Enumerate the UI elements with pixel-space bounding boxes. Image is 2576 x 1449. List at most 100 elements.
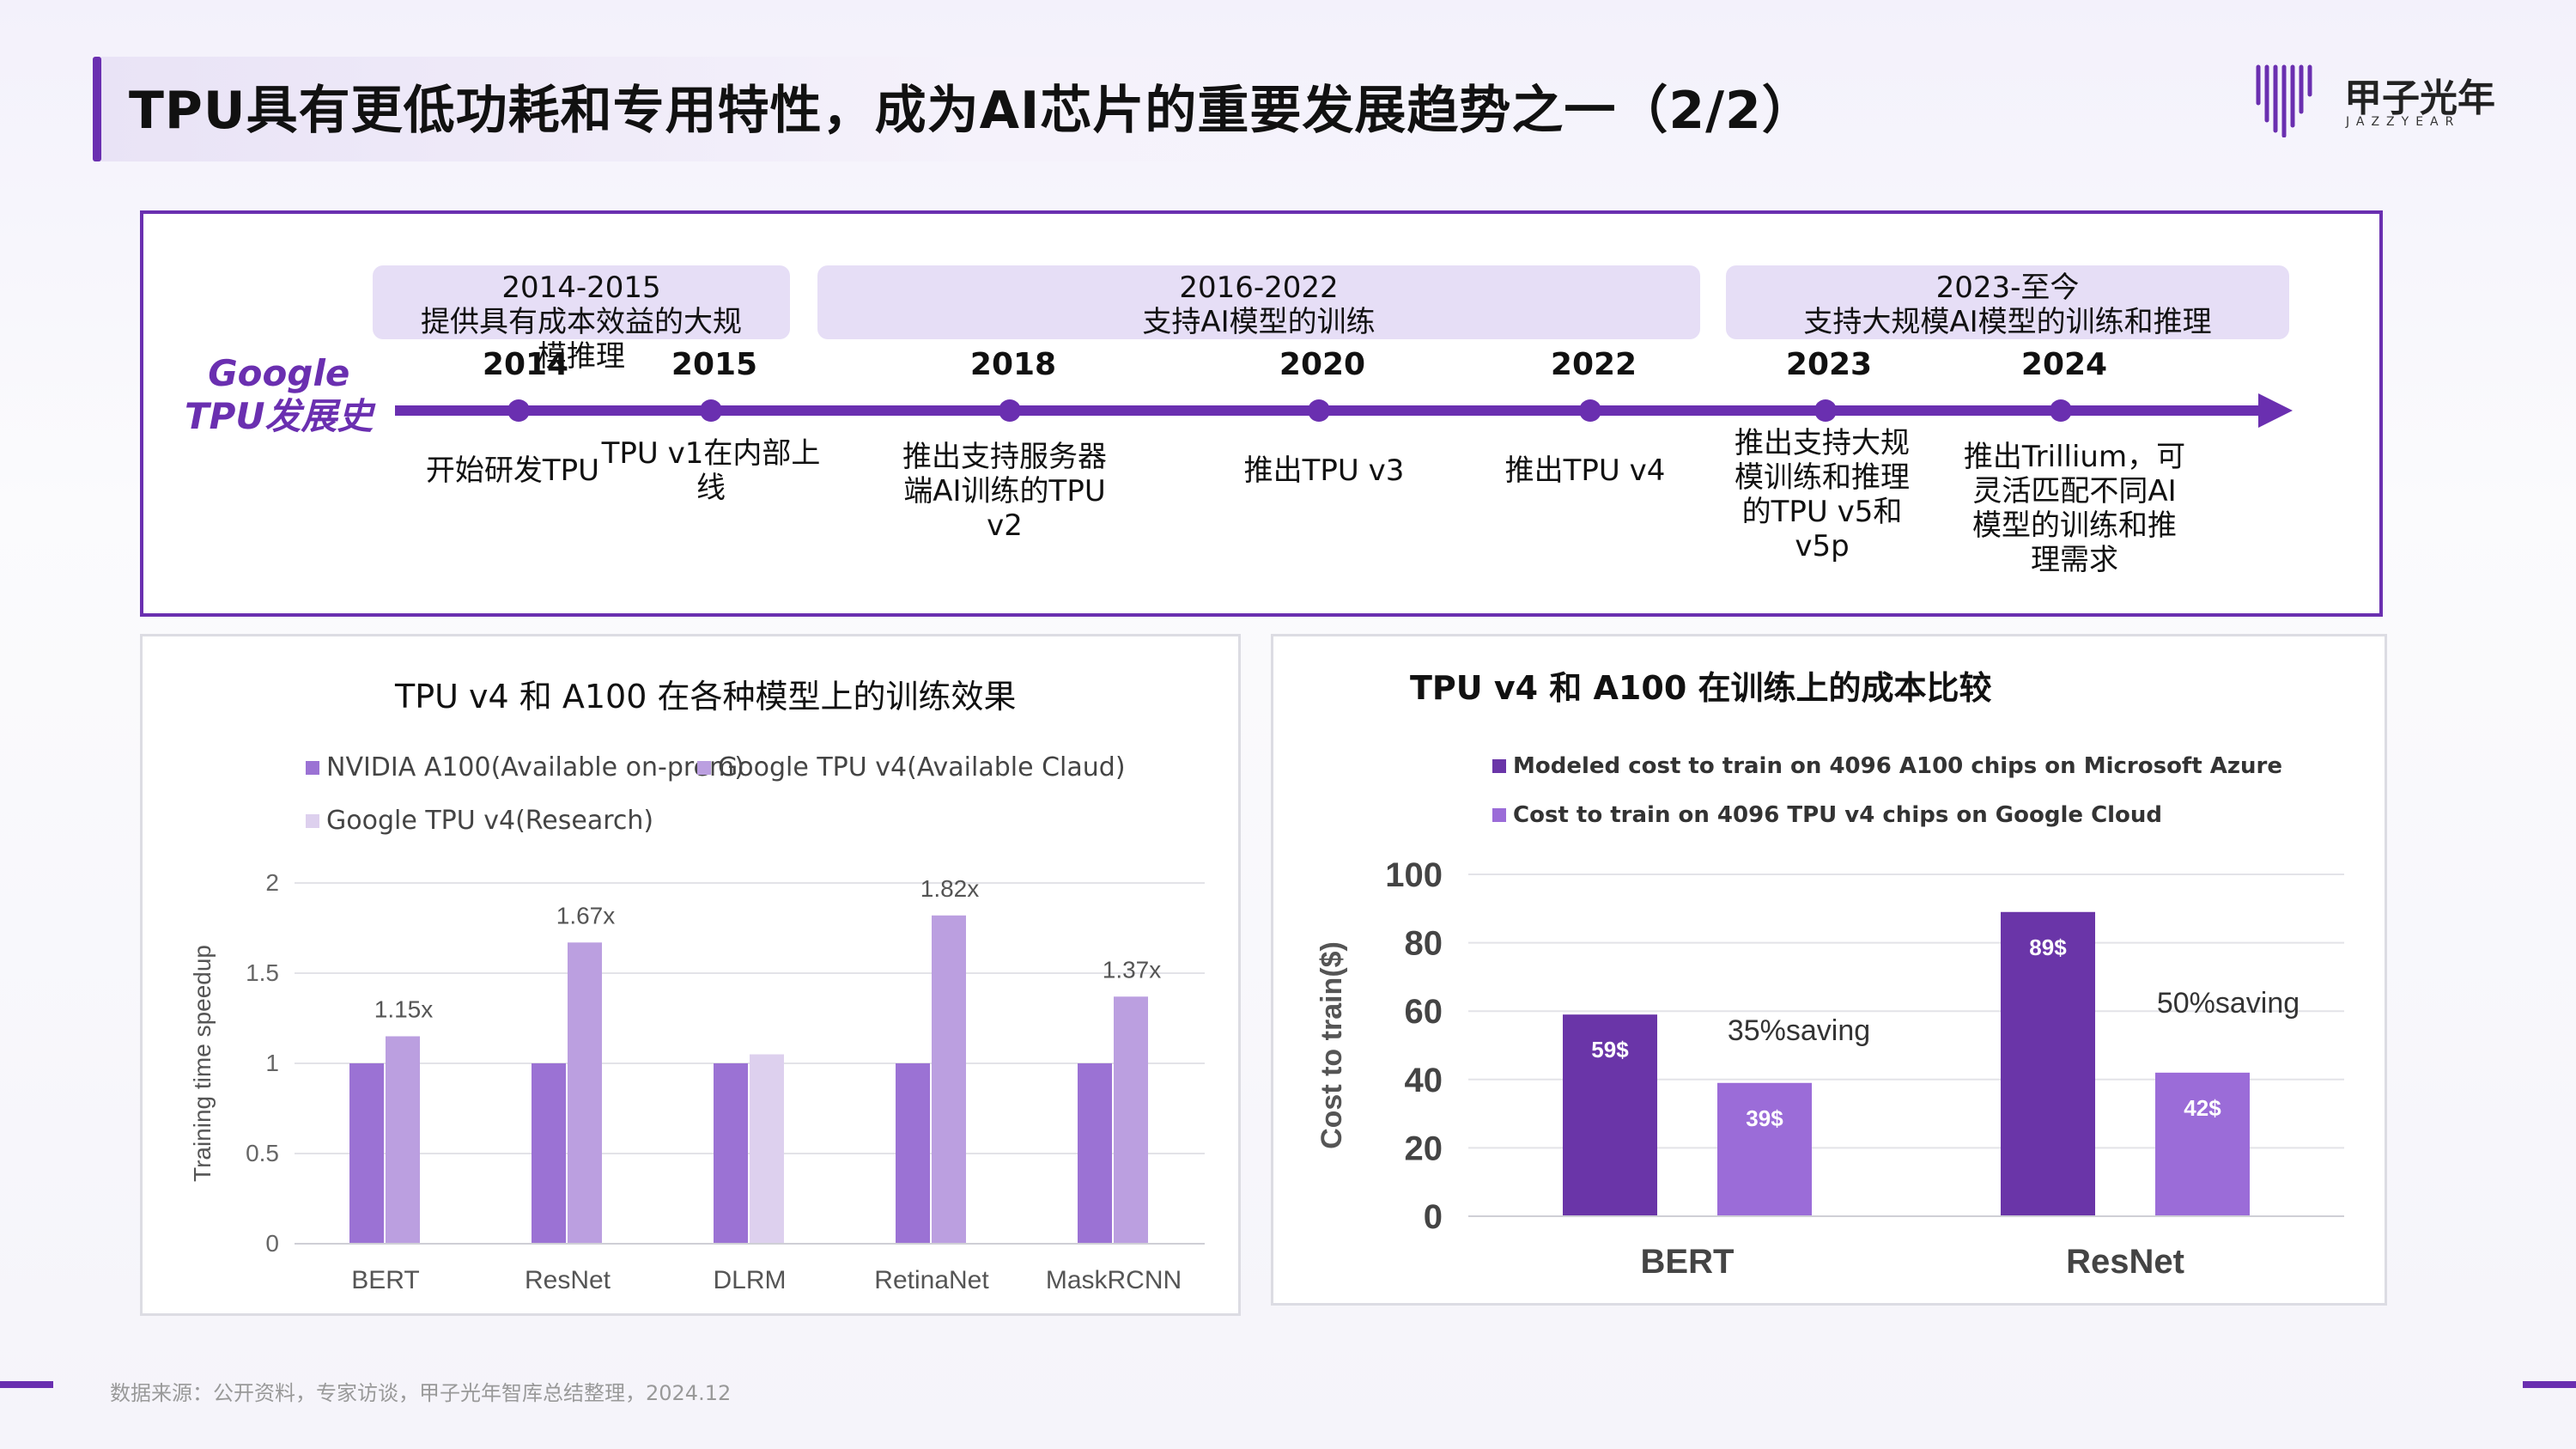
- legend-swatch: [306, 760, 319, 775]
- x-tick-label: BERT: [351, 1266, 419, 1294]
- legend-label: Google TPU v4(Research): [326, 806, 654, 836]
- y-axis-label: Cost to train($): [1315, 941, 1348, 1149]
- speedup-chart: 0 0.5 1 1.5 2 Training time speedup 1.15x BERT 1…: [189, 869, 1205, 1294]
- data-label: 1.15x: [374, 996, 434, 1023]
- y-tick-label: 1.5: [246, 959, 279, 986]
- bar: [386, 1036, 420, 1244]
- bar: [532, 1063, 566, 1244]
- bar: [896, 1063, 930, 1244]
- y-tick-label: 1: [265, 1050, 279, 1076]
- y-tick-label: 0: [1424, 1198, 1443, 1236]
- bar: [2001, 911, 2095, 1216]
- milestone-year: 2015: [671, 347, 758, 382]
- logo-subtext: JAZZYEAR: [2346, 115, 2461, 129]
- legend-label: Cost to train on 4096 TPU v4 chips on Go…: [1513, 802, 2163, 828]
- period-desc: 支持AI模型的训练: [1142, 305, 1376, 339]
- title-accent-bar: [93, 57, 101, 161]
- y-tick-label: 0.5: [246, 1140, 279, 1166]
- data-label: 1.37x: [1103, 956, 1162, 983]
- x-tick-label: BERT: [1641, 1243, 1735, 1281]
- chart-title: TPU v4 和 A100 在各种模型上的训练效果: [395, 678, 1017, 715]
- data-label: 89$: [2029, 935, 2067, 960]
- y-tick-label: 2: [265, 869, 279, 896]
- period-2016-2022: 2016-2022 支持AI模型的训练: [817, 265, 1700, 339]
- x-tick-label: ResNet: [525, 1266, 611, 1294]
- bar: [750, 1054, 784, 1244]
- milestone-event: 开始研发TPU: [425, 454, 600, 488]
- cost-chart: 0 20 40 60 80 100 Cost to train($) 59$ 39$ 35%sav…: [1315, 856, 2344, 1281]
- x-tick-label: DLRM: [713, 1266, 786, 1294]
- timeline-label-line1: Google: [208, 352, 350, 394]
- milestone-dot: [1308, 399, 1330, 422]
- footer-accent-left: [0, 1381, 53, 1388]
- speedup-chart-panel: [140, 634, 1241, 1316]
- y-axis-label: Training time speedup: [189, 945, 216, 1182]
- timeline-label-line2: TPU发展史: [185, 395, 374, 437]
- period-desc: 提供具有成本效益的大规模推理: [421, 305, 742, 374]
- milestone-event: 推出支持大规模训练和推理的TPU v5和v5p: [1735, 426, 1910, 563]
- bar: [714, 1063, 748, 1244]
- bar: [1563, 1014, 1657, 1216]
- period-2014-2015: 2014-2015 提供具有成本效益的大规模推理: [373, 265, 790, 374]
- legend-item: NVIDIA A100(Available on-prem): [306, 752, 744, 782]
- milestone-year: 2014: [482, 347, 569, 382]
- period-years: 2014-2015: [501, 271, 661, 305]
- bar: [568, 942, 602, 1244]
- period-years: 2023-至今: [1935, 271, 2080, 305]
- legend-label: Google TPU v4(Available Claud): [718, 752, 1126, 782]
- x-tick-label: ResNet: [2066, 1243, 2184, 1281]
- legend-swatch: [306, 813, 319, 828]
- y-tick-label: 80: [1405, 925, 1443, 963]
- bar: [932, 915, 966, 1244]
- y-tick-label: 20: [1405, 1129, 1443, 1167]
- period-desc: 支持大规模AI模型的训练和推理: [1803, 305, 2212, 339]
- legend-swatch: [1492, 759, 1506, 773]
- y-tick-label: 40: [1405, 1062, 1443, 1099]
- milestone-event: 推出支持服务器端AI训练的TPU v2: [902, 440, 1107, 543]
- milestone-event: 推出Trillium，可灵活匹配不同AI模型的训练和推理需求: [1963, 440, 2186, 577]
- saving-annotation: 50%saving: [2157, 987, 2300, 1020]
- timeline-label: Google TPU发展史: [185, 352, 374, 438]
- y-tick-label: 60: [1405, 993, 1443, 1031]
- milestone-year: 2022: [1550, 347, 1637, 382]
- legend-label: Modeled cost to train on 4096 A100 chips…: [1513, 753, 2282, 779]
- legend-label: NVIDIA A100(Available on-prem): [326, 752, 744, 782]
- period-years: 2016-2022: [1179, 271, 1339, 305]
- milestone-event: TPU v1在内部上线: [601, 436, 821, 505]
- legend-item: Cost to train on 4096 TPU v4 chips on Go…: [1492, 802, 2162, 828]
- footer-accent-right: [2523, 1381, 2576, 1388]
- milestone-dot: [1814, 399, 1837, 422]
- milestone-dot: [507, 399, 530, 422]
- milestone-dot: [700, 399, 722, 422]
- title-background: [101, 57, 1561, 161]
- bar: [2155, 1072, 2250, 1216]
- x-tick-label: RetinaNet: [874, 1266, 989, 1294]
- timeline-arrow-icon: [2258, 393, 2293, 428]
- data-label: 42$: [2184, 1095, 2221, 1121]
- milestone-year: 2023: [1785, 347, 1873, 382]
- bar: [1078, 1063, 1112, 1244]
- bar: [1717, 1082, 1812, 1216]
- milestone-year: 2024: [2020, 347, 2108, 382]
- bar: [1114, 996, 1148, 1244]
- y-tick-label: 100: [1385, 856, 1443, 894]
- page-title: TPU具有更低功耗和专用特性，成为AI芯片的重要发展趋势之一（2/2）: [129, 81, 1814, 141]
- saving-annotation: 35%saving: [1728, 1014, 1870, 1047]
- x-tick-label: MaskRCNN: [1046, 1266, 1182, 1294]
- milestone-dot: [2050, 399, 2072, 422]
- cost-chart-panel: [1271, 634, 2387, 1306]
- milestone-dot: [1579, 399, 1601, 422]
- data-label: 59$: [1591, 1037, 1629, 1062]
- legend-item: Google TPU v4(Available Claud): [697, 752, 1126, 782]
- legend-item: Google TPU v4(Research): [306, 806, 653, 836]
- legend-item: Modeled cost to train on 4096 A100 chips…: [1492, 753, 2282, 779]
- milestone-dot: [999, 399, 1021, 422]
- bar: [349, 1063, 384, 1244]
- footer-source: 数据来源：公开资料，专家访谈，甲子光年智库总结整理，2024.12: [110, 1381, 732, 1405]
- milestone-event: 推出TPU v3: [1243, 454, 1405, 488]
- logo-text: 甲子光年: [2344, 76, 2495, 120]
- data-label: 1.67x: [556, 902, 616, 928]
- data-label: 39$: [1746, 1105, 1783, 1131]
- milestone-year: 2020: [1279, 347, 1366, 382]
- milestone-year: 2018: [969, 347, 1057, 382]
